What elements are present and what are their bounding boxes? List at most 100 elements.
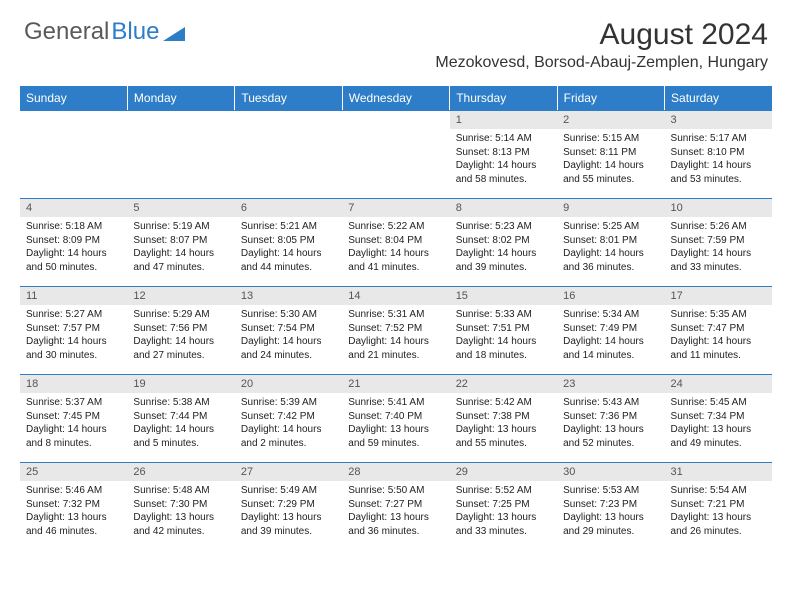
- day-number: 19: [127, 374, 234, 393]
- day-line: Daylight: 14 hours: [133, 335, 228, 349]
- day-content: Sunrise: 5:23 AMSunset: 8:02 PMDaylight:…: [450, 217, 557, 278]
- day-line: and 39 minutes.: [241, 525, 336, 539]
- day-line: and 24 minutes.: [241, 349, 336, 363]
- day-line: Daylight: 13 hours: [456, 423, 551, 437]
- day-line: Sunset: 7:38 PM: [456, 410, 551, 424]
- weekday-header: Tuesday: [235, 86, 342, 110]
- day-line: and 52 minutes.: [563, 437, 658, 451]
- day-line: and 21 minutes.: [348, 349, 443, 363]
- day-line: and 59 minutes.: [348, 437, 443, 451]
- day-number: 3: [665, 110, 772, 129]
- day-line: Daylight: 14 hours: [563, 335, 658, 349]
- day-line: Sunset: 7:21 PM: [671, 498, 766, 512]
- title-block: August 2024 Mezokovesd, Borsod-Abauj-Zem…: [435, 18, 768, 72]
- day-line: and 5 minutes.: [133, 437, 228, 451]
- day-line: Daylight: 14 hours: [26, 247, 121, 261]
- day-number: 21: [342, 374, 449, 393]
- day-line: Sunrise: 5:29 AM: [133, 308, 228, 322]
- day-line: Sunrise: 5:39 AM: [241, 396, 336, 410]
- day-line: Daylight: 14 hours: [241, 335, 336, 349]
- day-number: [20, 110, 127, 129]
- day-line: and 50 minutes.: [26, 261, 121, 275]
- day-line: and 8 minutes.: [26, 437, 121, 451]
- calendar-day-cell: 26Sunrise: 5:48 AMSunset: 7:30 PMDayligh…: [127, 462, 234, 550]
- calendar-day-cell: 5Sunrise: 5:19 AMSunset: 8:07 PMDaylight…: [127, 198, 234, 286]
- day-number: 26: [127, 462, 234, 481]
- day-number: 12: [127, 286, 234, 305]
- day-line: Sunrise: 5:54 AM: [671, 484, 766, 498]
- day-number: 16: [557, 286, 664, 305]
- calendar-week-row: 4Sunrise: 5:18 AMSunset: 8:09 PMDaylight…: [20, 198, 772, 286]
- day-line: Daylight: 14 hours: [671, 247, 766, 261]
- day-line: and 36 minutes.: [563, 261, 658, 275]
- day-line: Daylight: 13 hours: [348, 423, 443, 437]
- day-line: Daylight: 14 hours: [456, 159, 551, 173]
- day-number: 17: [665, 286, 772, 305]
- day-content: Sunrise: 5:27 AMSunset: 7:57 PMDaylight:…: [20, 305, 127, 366]
- day-line: Sunset: 7:54 PM: [241, 322, 336, 336]
- day-line: Sunrise: 5:45 AM: [671, 396, 766, 410]
- day-number: 25: [20, 462, 127, 481]
- calendar-day-cell: 28Sunrise: 5:50 AMSunset: 7:27 PMDayligh…: [342, 462, 449, 550]
- weekday-header: Thursday: [450, 86, 557, 110]
- day-line: and 36 minutes.: [348, 525, 443, 539]
- day-content: Sunrise: 5:34 AMSunset: 7:49 PMDaylight:…: [557, 305, 664, 366]
- day-line: Daylight: 14 hours: [26, 335, 121, 349]
- day-number: 5: [127, 198, 234, 217]
- day-content: Sunrise: 5:18 AMSunset: 8:09 PMDaylight:…: [20, 217, 127, 278]
- day-line: and 14 minutes.: [563, 349, 658, 363]
- day-content: Sunrise: 5:14 AMSunset: 8:13 PMDaylight:…: [450, 129, 557, 190]
- day-line: Sunset: 7:25 PM: [456, 498, 551, 512]
- day-number: 7: [342, 198, 449, 217]
- calendar-day-cell: 14Sunrise: 5:31 AMSunset: 7:52 PMDayligh…: [342, 286, 449, 374]
- day-line: Daylight: 14 hours: [671, 335, 766, 349]
- day-line: Sunset: 8:07 PM: [133, 234, 228, 248]
- day-content: Sunrise: 5:17 AMSunset: 8:10 PMDaylight:…: [665, 129, 772, 190]
- day-line: Daylight: 13 hours: [563, 423, 658, 437]
- day-line: and 29 minutes.: [563, 525, 658, 539]
- day-line: Sunrise: 5:37 AM: [26, 396, 121, 410]
- day-line: Sunset: 7:56 PM: [133, 322, 228, 336]
- calendar-day-cell: 25Sunrise: 5:46 AMSunset: 7:32 PMDayligh…: [20, 462, 127, 550]
- calendar-day-cell: 15Sunrise: 5:33 AMSunset: 7:51 PMDayligh…: [450, 286, 557, 374]
- day-line: Sunset: 8:11 PM: [563, 146, 658, 160]
- day-line: and 55 minutes.: [456, 437, 551, 451]
- day-number: 24: [665, 374, 772, 393]
- calendar-week-row: 25Sunrise: 5:46 AMSunset: 7:32 PMDayligh…: [20, 462, 772, 550]
- day-content: Sunrise: 5:26 AMSunset: 7:59 PMDaylight:…: [665, 217, 772, 278]
- day-line: and 42 minutes.: [133, 525, 228, 539]
- day-line: and 46 minutes.: [26, 525, 121, 539]
- day-line: and 33 minutes.: [456, 525, 551, 539]
- calendar-day-cell: 2Sunrise: 5:15 AMSunset: 8:11 PMDaylight…: [557, 110, 664, 198]
- calendar-day-cell: 1Sunrise: 5:14 AMSunset: 8:13 PMDaylight…: [450, 110, 557, 198]
- day-content: Sunrise: 5:53 AMSunset: 7:23 PMDaylight:…: [557, 481, 664, 542]
- day-line: Sunset: 7:36 PM: [563, 410, 658, 424]
- logo-text-1: General: [24, 18, 109, 46]
- calendar-day-cell: [342, 110, 449, 198]
- day-line: Sunrise: 5:31 AM: [348, 308, 443, 322]
- day-line: Sunrise: 5:49 AM: [241, 484, 336, 498]
- day-line: Daylight: 13 hours: [241, 511, 336, 525]
- logo-triangle-icon: [163, 23, 185, 41]
- day-number: [235, 110, 342, 129]
- day-content: Sunrise: 5:49 AMSunset: 7:29 PMDaylight:…: [235, 481, 342, 542]
- calendar-day-cell: 21Sunrise: 5:41 AMSunset: 7:40 PMDayligh…: [342, 374, 449, 462]
- calendar-day-cell: 4Sunrise: 5:18 AMSunset: 8:09 PMDaylight…: [20, 198, 127, 286]
- day-line: Daylight: 14 hours: [133, 247, 228, 261]
- day-line: Sunset: 7:47 PM: [671, 322, 766, 336]
- day-line: Daylight: 14 hours: [241, 423, 336, 437]
- calendar-day-cell: 16Sunrise: 5:34 AMSunset: 7:49 PMDayligh…: [557, 286, 664, 374]
- day-line: Daylight: 14 hours: [348, 247, 443, 261]
- calendar-day-cell: 23Sunrise: 5:43 AMSunset: 7:36 PMDayligh…: [557, 374, 664, 462]
- day-line: and 47 minutes.: [133, 261, 228, 275]
- calendar-day-cell: [127, 110, 234, 198]
- day-line: Sunset: 8:13 PM: [456, 146, 551, 160]
- day-line: and 26 minutes.: [671, 525, 766, 539]
- calendar-day-cell: 7Sunrise: 5:22 AMSunset: 8:04 PMDaylight…: [342, 198, 449, 286]
- day-line: Sunrise: 5:35 AM: [671, 308, 766, 322]
- day-line: Sunset: 8:09 PM: [26, 234, 121, 248]
- day-content: Sunrise: 5:38 AMSunset: 7:44 PMDaylight:…: [127, 393, 234, 454]
- day-content: Sunrise: 5:31 AMSunset: 7:52 PMDaylight:…: [342, 305, 449, 366]
- day-content: Sunrise: 5:50 AMSunset: 7:27 PMDaylight:…: [342, 481, 449, 542]
- calendar-day-cell: 20Sunrise: 5:39 AMSunset: 7:42 PMDayligh…: [235, 374, 342, 462]
